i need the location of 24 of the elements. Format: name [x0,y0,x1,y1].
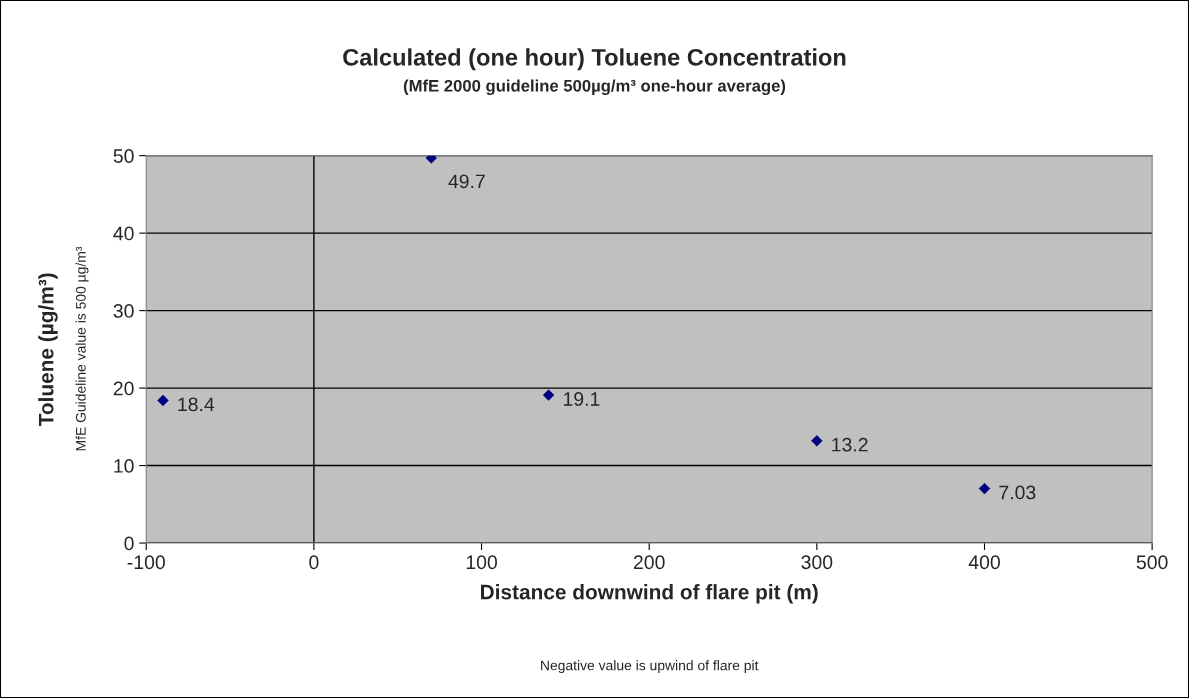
y-tick-label: 50 [113,149,134,163]
x-tick-label: 200 [633,555,665,570]
text: Negative value is upwind of flare pit [541,660,759,674]
x-tick-label: 500 [1136,555,1168,570]
text: MfE Guideline value is 500 µg/m³ [75,246,89,451]
x-tick-label: -100 [127,555,165,570]
chart-subtitle: (MfE 2000 guideline 500µg/m³ one-hour average) [403,79,786,96]
data-label: 18.4 [178,397,215,412]
chart-title: Calculated (one hour) Toluene Concentration [343,48,846,71]
x-tick-label: 300 [801,555,833,570]
data-label: 7.03 [999,485,1036,500]
x-tick-label: 0 [309,555,319,570]
y-tick-label: 40 [113,226,134,241]
y-axis-title: Toluene (µg/m³) [38,273,58,427]
y-tick-label: 20 [113,381,134,396]
x-tick-label: 100 [466,555,498,570]
data-label: 19.1 [563,392,600,406]
x-tick-label: 400 [968,555,1000,570]
x-axis-title: Distance downwind of flare pit (m) [481,584,818,604]
y-tick-label: 10 [114,459,134,473]
y-tick-label: 0 [124,536,134,551]
data-label: 49.7 [448,174,485,189]
y-tick-label: 30 [113,304,134,318]
data-label: 13.2 [832,437,868,452]
